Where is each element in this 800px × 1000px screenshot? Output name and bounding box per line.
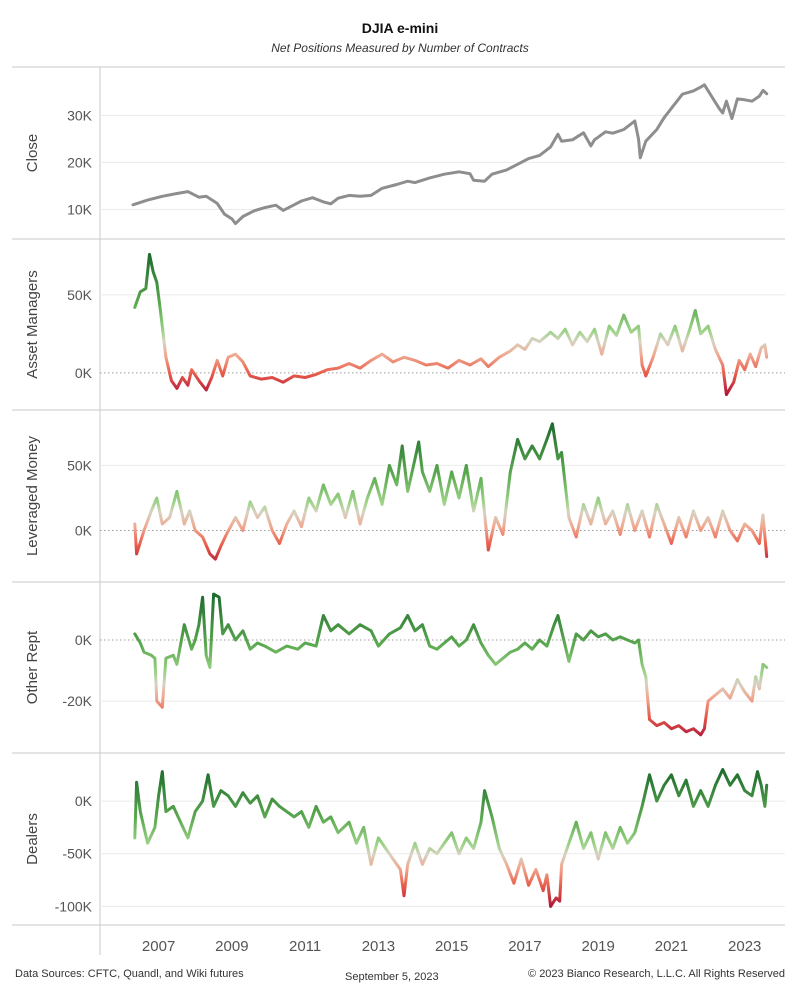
chart-title: DJIA e-mini [361,20,439,36]
x-tick-label: 2015 [435,938,468,955]
y-tick-label: 30K [67,107,93,123]
panel-title: Close [24,134,41,172]
y-tick-label: 0K [75,365,93,381]
footer-date: September 5, 2023 [345,971,439,983]
panel-dealers: -100K -50K 0K Dealers [12,752,785,914]
x-tick-label: 2009 [215,938,248,955]
footer-copyright: © 2023 Bianco Research, L.L.C. All Right… [528,968,785,980]
panel-other-rept: -20K 0K Other Rept [12,581,785,737]
x-tick-label: 2017 [508,938,541,955]
x-tick-label: 2023 [728,938,761,955]
footer-sources: Data Sources: CFTC, Quandl, and Wiki fut… [15,968,244,980]
panel-title: Asset Managers [24,270,41,378]
y-tick-label: -20K [62,693,92,709]
x-tick-label: 2021 [655,938,688,955]
y-tick-label: 0K [75,522,93,538]
x-tick-label: 2019 [581,938,614,955]
y-tick-label: 0K [75,632,93,648]
panel-title: Other Rept [24,630,41,704]
panel-close: 10K 20K 30K Close [24,83,785,226]
y-tick-label: -50K [62,846,92,862]
series-line [133,592,769,737]
y-tick-label: 0K [75,793,93,809]
series-line [133,768,769,908]
panel-title: Leveraged Money [24,435,41,556]
panel-asset-managers: 0K 50K Asset Managers [12,238,785,397]
x-tick-label: 2011 [289,938,321,955]
y-tick-label: 20K [67,154,93,170]
panel-title: Dealers [24,813,41,865]
series-line [133,422,769,561]
series-line [131,83,769,226]
chart-subtitle: Net Positions Measured by Number of Cont… [271,41,529,55]
y-tick-label: 50K [67,287,93,303]
y-tick-label: -100K [55,898,93,914]
panel-leveraged-money: 0K 50K Leveraged Money [12,409,785,561]
series-line [133,252,769,397]
y-tick-label: 10K [67,201,93,217]
x-tick-label: 2013 [362,938,395,955]
x-tick-label: 2007 [142,938,175,955]
y-tick-label: 50K [67,457,93,473]
